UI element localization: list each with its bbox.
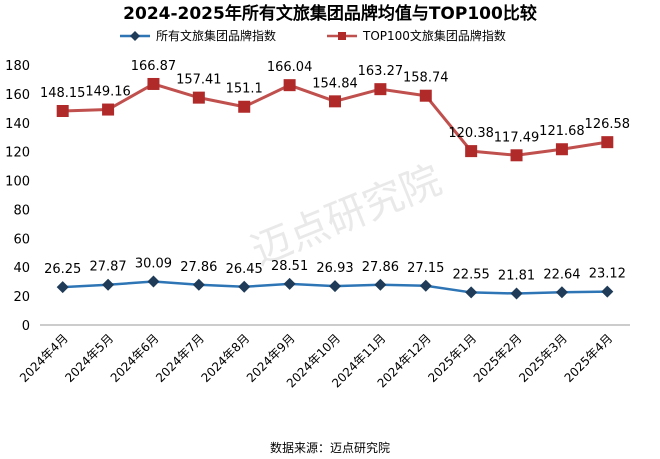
series-point-0 (510, 287, 523, 300)
y-tick-label: 140 (5, 117, 30, 132)
series-point-0 (56, 281, 69, 294)
data-label-0: 21.81 (498, 268, 535, 283)
series-point-1 (465, 145, 478, 158)
data-label-0: 27.86 (180, 260, 217, 275)
data-label-1: 121.68 (539, 124, 585, 139)
data-label-1: 149.16 (85, 85, 131, 100)
series-point-0 (601, 285, 614, 298)
data-label-0: 27.15 (407, 261, 444, 276)
data-label-0: 28.51 (271, 259, 308, 274)
data-label-1: 120.38 (448, 126, 494, 141)
data-label-0: 26.25 (44, 262, 81, 277)
data-label-0: 30.09 (135, 257, 172, 272)
chart-title: 2024-2025年所有文旅集团品牌均值与TOP100比较 (123, 3, 537, 24)
data-label-1: 148.15 (40, 86, 86, 101)
series-point-1 (329, 95, 341, 108)
data-label-1: 157.41 (176, 73, 222, 88)
series-point-1 (102, 103, 115, 116)
legend-marker-0 (130, 31, 140, 41)
y-tick-label: 180 (5, 59, 30, 74)
legend-label-0: 所有文旅集团品牌指数 (156, 28, 276, 43)
y-tick-label: 100 (5, 175, 30, 190)
watermark: 迈点研究院 (245, 157, 448, 275)
y-tick-label: 40 (13, 261, 30, 276)
y-tick-label: 160 (5, 88, 30, 103)
legend-label-1: TOP100文旅集团品牌指数 (362, 28, 506, 43)
x-tick-label: 2025年3月 (516, 331, 570, 385)
data-label-1: 163.27 (358, 64, 404, 79)
data-label-1: 166.87 (131, 59, 177, 74)
series-point-0 (192, 278, 205, 291)
x-tick-label: 2024年5月 (62, 331, 116, 385)
series-point-0 (102, 278, 115, 291)
data-label-0: 26.45 (226, 262, 263, 277)
series-point-1 (147, 77, 160, 90)
data-label-0: 26.93 (316, 261, 353, 276)
data-label-1: 151.1 (226, 82, 263, 97)
series-point-0 (283, 277, 296, 290)
y-tick-label: 80 (13, 203, 30, 218)
x-tick-label: 2025年2月 (471, 331, 525, 385)
data-label-0: 22.55 (453, 267, 490, 282)
series-point-1 (510, 149, 523, 162)
y-tick-label: 60 (13, 232, 30, 247)
y-tick-label: 120 (5, 146, 30, 161)
x-axis: 2024年4月2024年5月2024年6月2024年7月2024年8月2024年… (17, 324, 630, 390)
y-tick-label: 20 (13, 290, 30, 305)
x-tick-label: 2025年4月 (562, 331, 616, 385)
data-label-0: 27.87 (89, 260, 126, 275)
legend-marker-1 (338, 32, 346, 40)
series-point-0 (147, 275, 160, 288)
series-point-0 (465, 286, 478, 299)
series-point-1 (601, 136, 614, 149)
legend: 所有文旅集团品牌指数 TOP100文旅集团品牌指数 (120, 28, 506, 43)
x-tick-label: 2024年8月 (198, 331, 252, 385)
y-tick-label: 0 (22, 319, 30, 334)
x-tick-label: 2024年7月 (153, 331, 207, 385)
source-note: 数据来源：迈点研究院 (270, 440, 390, 455)
data-label-1: 126.58 (585, 117, 631, 132)
data-label-0: 23.12 (589, 267, 626, 282)
series-point-1 (555, 143, 568, 156)
series-point-0 (419, 279, 432, 292)
y-axis: 0 20 40 60 80 100 120 140 160 180 (5, 59, 30, 334)
series-point-1 (374, 83, 387, 96)
series-point-0 (374, 278, 387, 291)
x-tick-label: 2025年1月 (425, 331, 479, 385)
series-point-1 (238, 100, 251, 113)
series-point-0 (238, 280, 251, 293)
data-label-1: 158.74 (403, 71, 449, 86)
series-layer: 26.25 27.87 30.09 27.86 26.45 28.51 26.93 27.86… (40, 59, 630, 300)
data-label-0: 22.64 (543, 267, 580, 282)
series-point-1 (192, 91, 205, 104)
data-label-1: 154.84 (312, 76, 358, 91)
series-point-1 (419, 89, 432, 102)
data-label-1: 117.49 (494, 130, 540, 145)
series-point-1 (56, 105, 69, 118)
series-point-0 (555, 286, 568, 299)
series-point-0 (329, 280, 341, 293)
data-label-1: 166.04 (267, 60, 313, 75)
series-point-1 (283, 79, 296, 92)
x-tick-label: 2024年6月 (108, 331, 162, 385)
data-label-0: 27.86 (362, 260, 399, 275)
